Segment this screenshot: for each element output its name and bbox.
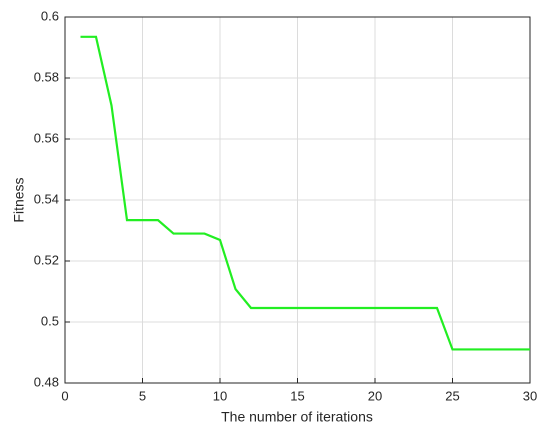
x-tick-label: 5: [139, 388, 146, 403]
y-tick-label: 0.5: [41, 313, 59, 328]
x-tick-label: 20: [368, 388, 382, 403]
x-tick-label: 15: [290, 388, 304, 403]
y-tick-label: 0.48: [34, 374, 59, 389]
x-tick-label: 25: [445, 388, 459, 403]
y-tick-label: 0.54: [34, 191, 59, 206]
y-tick-label: 0.58: [34, 69, 59, 84]
y-tick-label: 0.6: [41, 8, 59, 23]
y-tick-label: 0.52: [34, 252, 59, 267]
x-tick-label: 10: [213, 388, 227, 403]
x-tick-label: 30: [523, 388, 537, 403]
y-tick-label: 0.56: [34, 130, 59, 145]
plot-frame: [64, 16, 531, 384]
x-axis-label: The number of iterations: [221, 409, 373, 425]
x-tick-label: 0: [61, 388, 68, 403]
data-line: [80, 35, 530, 351]
y-axis-label: Fitness: [11, 177, 27, 222]
